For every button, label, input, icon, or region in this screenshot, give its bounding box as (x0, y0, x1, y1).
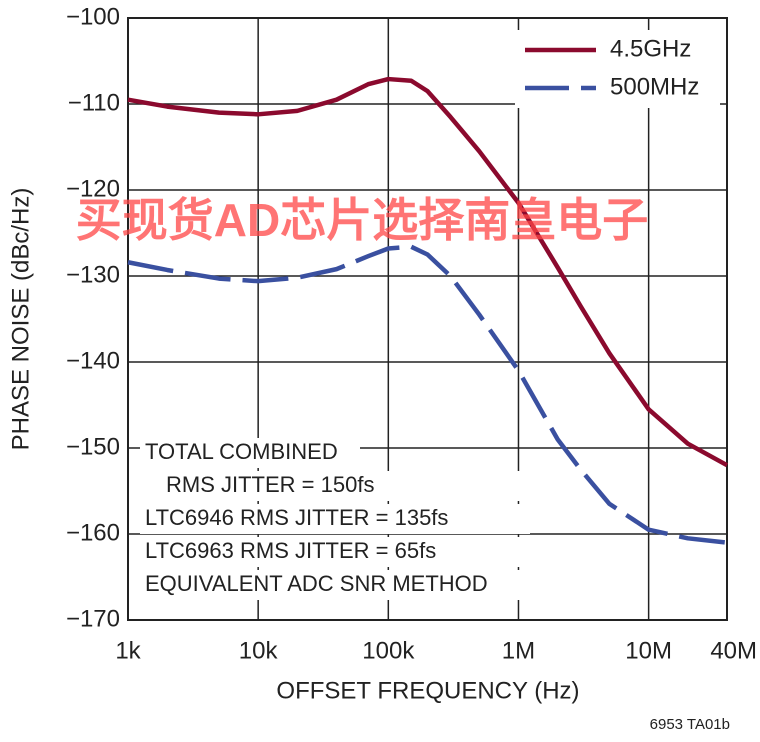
note-bg (140, 504, 530, 534)
y-tick-label: −110 (68, 89, 120, 116)
annotation: EQUIVALENT ADC SNR METHOD (145, 571, 488, 596)
annotation: TOTAL COMBINED (145, 439, 338, 464)
y-axis-label: PHASE NOISE (dBc/Hz) (7, 188, 34, 451)
note-bg (140, 570, 530, 600)
x-tick-label: 40M (710, 637, 757, 664)
y-tick-label: −130 (66, 261, 120, 288)
x-tick-label: 10M (625, 637, 672, 664)
series-line (127, 76, 729, 468)
legend-label: 4.5GHz (610, 35, 691, 62)
x-tick-label: 10k (239, 637, 279, 664)
legend-label: 500MHz (610, 73, 699, 100)
series-line (127, 244, 728, 545)
footnote: 6953 TA01b (650, 716, 730, 733)
y-tick-label: −140 (66, 347, 120, 374)
plot-frame (127, 17, 728, 621)
note-bg (140, 438, 360, 468)
annotation: LTC6963 RMS JITTER = 65fs (145, 538, 436, 563)
note-bg (140, 537, 530, 567)
y-tick-label: −160 (66, 519, 120, 546)
y-tick-label: −150 (66, 433, 120, 460)
watermark: 买现货AD芯片选择南皇电子 (76, 194, 648, 246)
legend-bg (515, 30, 720, 108)
x-tick-label: 100k (362, 637, 415, 664)
x-tick-label: 1k (115, 637, 141, 664)
y-tick-label: −170 (66, 605, 120, 632)
x-tick-label: 1M (502, 637, 535, 664)
x-axis-label: OFFSET FREQUENCY (Hz) (276, 677, 579, 704)
annotation: LTC6946 RMS JITTER = 135fs (145, 505, 448, 530)
y-tick-label: −100 (66, 3, 120, 30)
y-tick-label: −120 (66, 175, 120, 202)
annotation: RMS JITTER = 150fs (166, 472, 374, 497)
note-bg (140, 471, 530, 501)
